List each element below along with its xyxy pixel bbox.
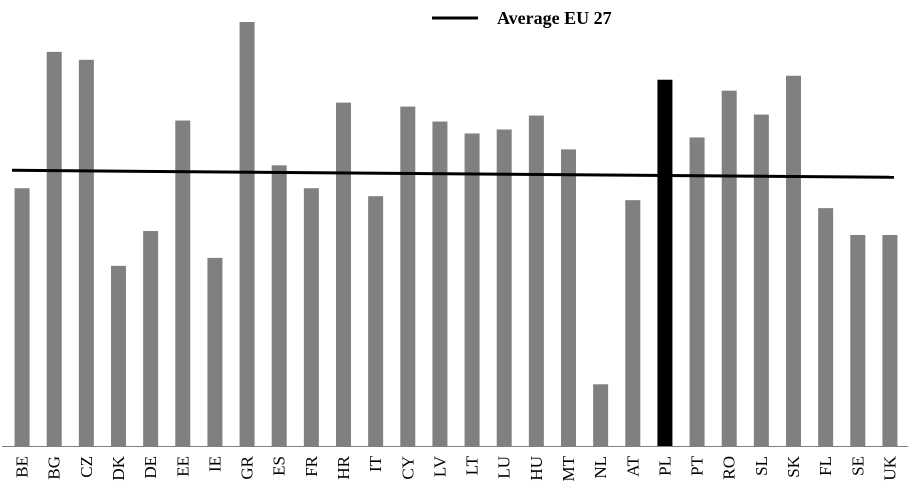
bar-ro — [721, 90, 737, 446]
bar-lu — [496, 129, 512, 446]
x-tick-label-ee: EE — [173, 456, 192, 477]
bar-es — [271, 165, 287, 446]
x-tick-label-uk: UK — [880, 455, 899, 480]
x-tick-label-hr: HR — [334, 455, 353, 479]
x-tick-label-se: SE — [848, 456, 867, 476]
bar-sk — [786, 75, 801, 447]
x-tick-label-lu: LU — [495, 456, 514, 479]
x-tick-label-sl: SL — [752, 456, 771, 476]
x-tick-label-cy: CY — [398, 456, 417, 480]
x-tick-label-pl: PL — [655, 456, 674, 476]
x-tick-label-es: ES — [270, 456, 289, 476]
bar-hr — [336, 102, 351, 446]
average-eu27-line — [11, 168, 895, 179]
x-tick-label-ro: RO — [720, 456, 739, 480]
bar-lv — [432, 121, 448, 446]
x-tick-label-dk: DK — [109, 455, 128, 480]
bar-be — [14, 188, 30, 447]
x-tick-label-de: DE — [141, 456, 160, 479]
legend: Average EU 27 — [432, 8, 612, 28]
bar-pl — [657, 79, 673, 447]
x-tick-label-lv: LV — [430, 455, 449, 477]
bar-lt — [464, 133, 480, 446]
bar-gr — [239, 22, 255, 446]
bar-dk — [111, 265, 126, 446]
x-tick-label-ie: IE — [205, 456, 224, 472]
bar-it — [368, 196, 384, 446]
bar-fr — [303, 188, 319, 447]
bar-ie — [207, 257, 223, 446]
bars — [14, 22, 898, 447]
bar-ee — [175, 120, 191, 446]
bar-mt — [561, 149, 576, 447]
x-tick-label-pt: PT — [688, 455, 707, 475]
x-tick-label-be: BE — [13, 456, 32, 478]
x-tick-label-cz: CZ — [77, 456, 96, 478]
bar-uk — [882, 234, 898, 446]
bar-at — [625, 200, 641, 446]
x-tick-label-at: AT — [623, 455, 642, 476]
bar-cy — [400, 106, 416, 446]
bar-se — [850, 234, 866, 446]
x-tick-label-mt: MT — [559, 455, 578, 481]
bar-sl — [753, 114, 769, 446]
bar-hu — [528, 115, 544, 446]
x-tick-label-hu: HU — [527, 456, 546, 481]
x-tick-label-lt: LT — [463, 455, 482, 475]
bar-nl — [593, 384, 609, 446]
x-tick-label-nl: NL — [591, 456, 610, 479]
x-tick-label-bg: BG — [45, 456, 64, 480]
x-tick-label-it: IT — [366, 455, 385, 472]
bar-pt — [689, 137, 705, 447]
bar-fl — [818, 208, 834, 446]
average-line-group — [11, 168, 895, 179]
x-tick-label-fl: FL — [816, 456, 835, 476]
x-tick-label-gr: GR — [238, 455, 257, 479]
bar-de — [143, 231, 159, 446]
bar-cz — [78, 59, 94, 447]
legend-label: Average EU 27 — [497, 8, 612, 28]
x-tick-label-fr: FR — [302, 455, 321, 476]
x-tick-labels: BE BG CZ DK DE EE IE GR ES FR HR IT CY LV LT LU HU MT NL AT… — [13, 455, 900, 481]
bar-bg — [46, 51, 62, 446]
x-tick-label-sk: SK — [784, 455, 803, 477]
